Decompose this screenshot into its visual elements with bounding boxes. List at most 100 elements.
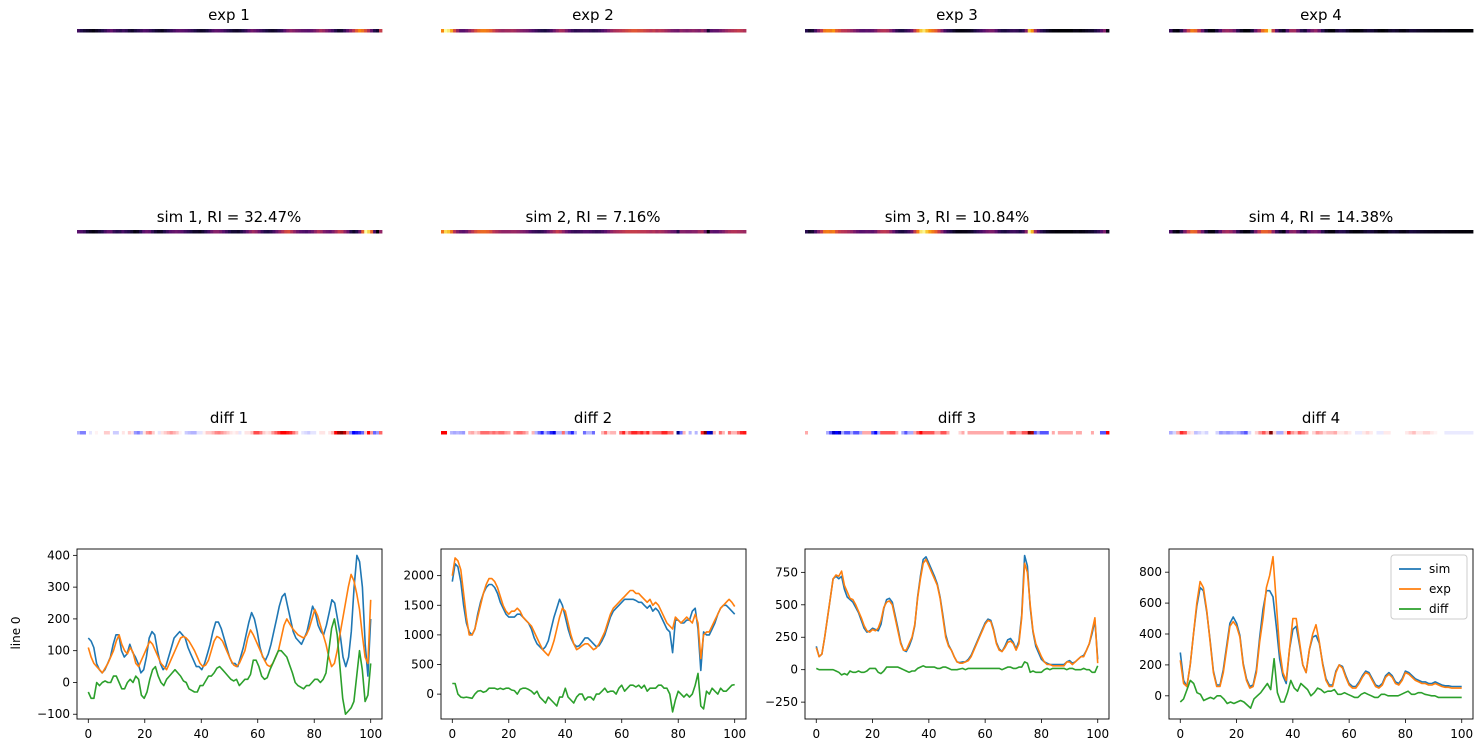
exp-4-cell — [1296, 29, 1301, 33]
diff-2-cell — [700, 431, 705, 435]
exp-1-cell — [355, 29, 359, 33]
diff-1-cell — [100, 431, 105, 435]
exp-4-cell — [1214, 29, 1219, 33]
diff-3-cell — [886, 431, 890, 435]
diff-3-cell — [910, 431, 914, 435]
exp-1-cell — [211, 29, 215, 33]
diff-4-cell — [1362, 431, 1367, 435]
exp-2-cell — [655, 29, 659, 33]
exp-4-cell — [1190, 29, 1195, 33]
exp-4-cell — [1377, 29, 1382, 33]
exp-2-cell — [667, 29, 671, 33]
exp-3-cell — [1096, 29, 1101, 33]
diff-2-cell — [697, 431, 702, 435]
exp-4-cell — [1402, 29, 1407, 33]
sim-3-cell — [1012, 230, 1017, 234]
exp-4-cell — [1416, 29, 1421, 33]
diff-2-cell — [667, 431, 671, 435]
diff-1-cell — [223, 431, 227, 435]
y-tick-label: 0 — [426, 687, 434, 701]
diff-2-cell — [450, 431, 454, 435]
exp-3-cell — [1033, 29, 1038, 33]
exp-4-cell — [1345, 29, 1350, 33]
diff-3-cell — [847, 431, 851, 435]
diff-4-cell — [1312, 431, 1317, 435]
diff-2-cell — [718, 431, 723, 435]
exp-1-cell — [91, 29, 96, 33]
sim-1-cell — [370, 230, 374, 234]
sim-4-cell — [1275, 230, 1279, 234]
sim-1-cell — [97, 230, 102, 234]
exp-2-cell — [619, 29, 623, 33]
diff-2-cell — [682, 431, 686, 435]
sim-1-cell — [361, 230, 365, 234]
sim-1-cell — [136, 230, 140, 234]
diff-1-cell — [259, 431, 263, 435]
exp-1-cell — [307, 29, 311, 33]
sim-3-cell — [982, 230, 986, 234]
sim-4-cell — [1250, 230, 1255, 234]
sim-3-cell — [964, 230, 968, 234]
exp-1-cell — [112, 29, 117, 33]
sim-2-cell — [736, 230, 741, 234]
diff-4-cell — [1186, 431, 1191, 435]
diff-3-cell — [928, 431, 932, 435]
exp-2-cell — [640, 29, 644, 33]
exp-2-cell — [567, 29, 572, 33]
sim-4-cell — [1243, 230, 1248, 234]
exp-1-cell — [124, 29, 129, 33]
sim-2-cell — [483, 230, 487, 234]
sim-2-cell — [637, 230, 641, 234]
diff-1-cell — [82, 431, 87, 435]
diff-3-cell — [982, 431, 986, 435]
sim-1-cell — [233, 230, 238, 234]
line-plot-3: 0 20 40 60 80 100 −250 0 250 500 750 — [765, 548, 1110, 741]
exp-4-cell — [1427, 29, 1431, 33]
exp-1-cell — [151, 29, 156, 33]
sim-2-cell — [465, 230, 469, 234]
exp-3-cell — [1069, 29, 1074, 33]
exp-3-cell — [991, 29, 996, 33]
exp-2-cell — [622, 29, 626, 33]
sim-3-cell — [976, 230, 980, 234]
exp-3-cell — [1105, 29, 1110, 33]
diff-4-cell — [1451, 431, 1456, 435]
sim-2-cell — [634, 230, 638, 234]
diff-4-cell — [1287, 431, 1291, 435]
diff-3-cell — [1042, 431, 1047, 435]
sim-2-cell — [598, 230, 602, 234]
sim-2-cell — [444, 230, 448, 234]
diff-1-cell — [295, 431, 299, 435]
sim-1-cell — [290, 230, 294, 234]
exp-1-cell — [241, 29, 245, 33]
exp-4-cell — [1275, 29, 1279, 33]
exp-2-cell — [573, 29, 578, 33]
diff-3-cell — [952, 431, 956, 435]
sim-3-cell — [862, 230, 866, 234]
sim-4-cell — [1412, 230, 1417, 234]
sim-3-cell — [955, 230, 959, 234]
sim-3-cell — [940, 230, 944, 234]
diff-3-cell — [832, 431, 836, 435]
exp-3-cell — [1054, 29, 1059, 33]
sim-4-cell — [1321, 230, 1325, 234]
sim-3-cell — [1042, 230, 1047, 234]
sim-4-cell — [1342, 230, 1347, 234]
sim-3-cell — [1102, 230, 1107, 234]
diff-3-cell — [835, 431, 839, 435]
diff-3-cell — [976, 431, 980, 435]
diff-3-cell — [1093, 431, 1098, 435]
y-tick-label: 0 — [62, 675, 70, 689]
diff-2-cell — [465, 431, 469, 435]
exp-2-title: exp 2 — [572, 6, 614, 24]
diff-2-cell — [555, 431, 560, 435]
diff-4-cell — [1247, 431, 1252, 435]
exp-4-cell — [1172, 29, 1177, 33]
diff-4-cell — [1394, 431, 1399, 435]
diff-3-cell — [826, 431, 830, 435]
diff-4-cell — [1269, 431, 1274, 435]
sim-4-cell — [1232, 230, 1237, 234]
exp-1-cell — [202, 29, 206, 33]
sim-3-cell — [1084, 230, 1089, 234]
sim-3-cell — [1081, 230, 1086, 234]
